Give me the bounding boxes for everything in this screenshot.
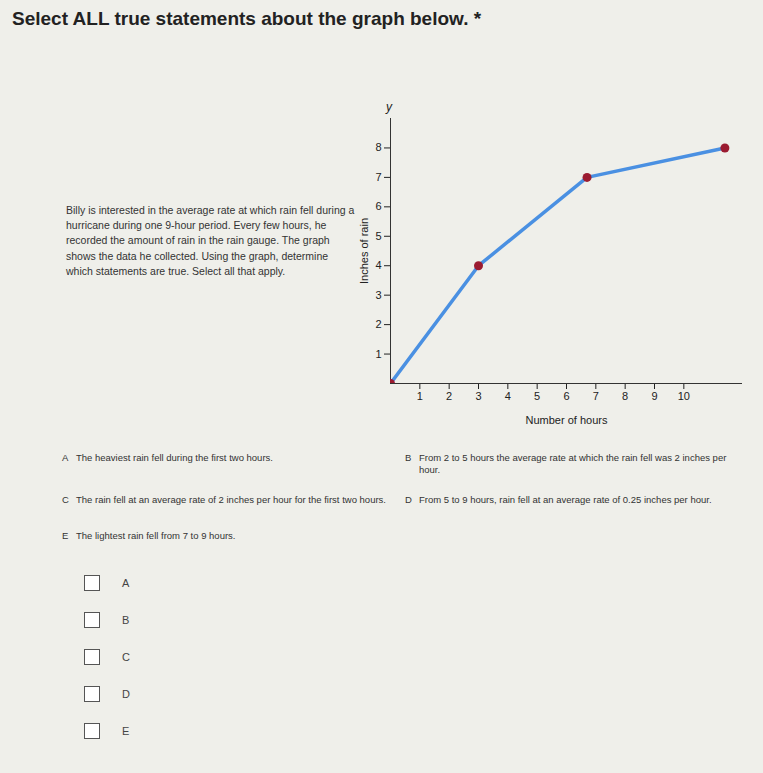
svg-text:5: 5: [534, 390, 540, 402]
html-text:E: E: [62, 530, 69, 541]
svg-text:10: 10: [678, 390, 690, 402]
svg-text:5: 5: [375, 230, 381, 242]
html-text:D: D: [405, 494, 412, 505]
html-text:D: D: [122, 688, 130, 700]
html-text:Select ALL true statements abo: Select ALL true statements about the gra…: [12, 8, 482, 29]
svg-text:4: 4: [505, 390, 511, 402]
svg-text:3: 3: [375, 289, 381, 301]
html-text:A: A: [122, 577, 130, 589]
svg-text:Number of hours: Number of hours: [526, 414, 608, 426]
html-text:C: C: [62, 494, 69, 505]
svg-text:8: 8: [375, 141, 381, 153]
html-text:From 5 to 9 hours, rain fell a: From 5 to 9 hours, rain fell at an avera…: [419, 494, 712, 505]
html-text:The rain fell at an average ra: The rain fell at an average rate of 2 in…: [76, 494, 386, 505]
svg-text:8: 8: [622, 390, 628, 402]
html-text:B: B: [122, 614, 130, 626]
svg-text:3: 3: [475, 390, 481, 402]
svg-text:2: 2: [375, 318, 381, 330]
svg-text:1: 1: [417, 390, 423, 402]
html-text:y: y: [386, 100, 392, 114]
svg-text:2: 2: [446, 390, 452, 402]
html-text:B: B: [405, 452, 412, 463]
svg-text:9: 9: [651, 390, 657, 402]
html-text:A: A: [62, 452, 69, 463]
html-text:From 2 to 5 hours the average: From 2 to 5 hours the average rate at wh…: [419, 452, 727, 476]
html-text:C: C: [122, 651, 130, 663]
html-text:The lightest rain fell from 7: The lightest rain fell from 7 to 9 hours…: [76, 530, 236, 541]
svg-text:6: 6: [375, 200, 381, 212]
svg-text:1: 1: [375, 348, 381, 360]
svg-text:4: 4: [375, 259, 381, 271]
html-text:The heaviest rain fell during: The heaviest rain fell during the first …: [76, 452, 273, 463]
svg-text:6: 6: [563, 390, 569, 402]
html-text:Billy is interested in the ave: Billy is interested in the average rate …: [66, 204, 355, 277]
html-text:E: E: [122, 725, 130, 737]
svg-text:Inches of rain: Inches of rain: [358, 218, 370, 284]
svg-text:7: 7: [375, 171, 381, 183]
svg-text:7: 7: [593, 390, 599, 402]
